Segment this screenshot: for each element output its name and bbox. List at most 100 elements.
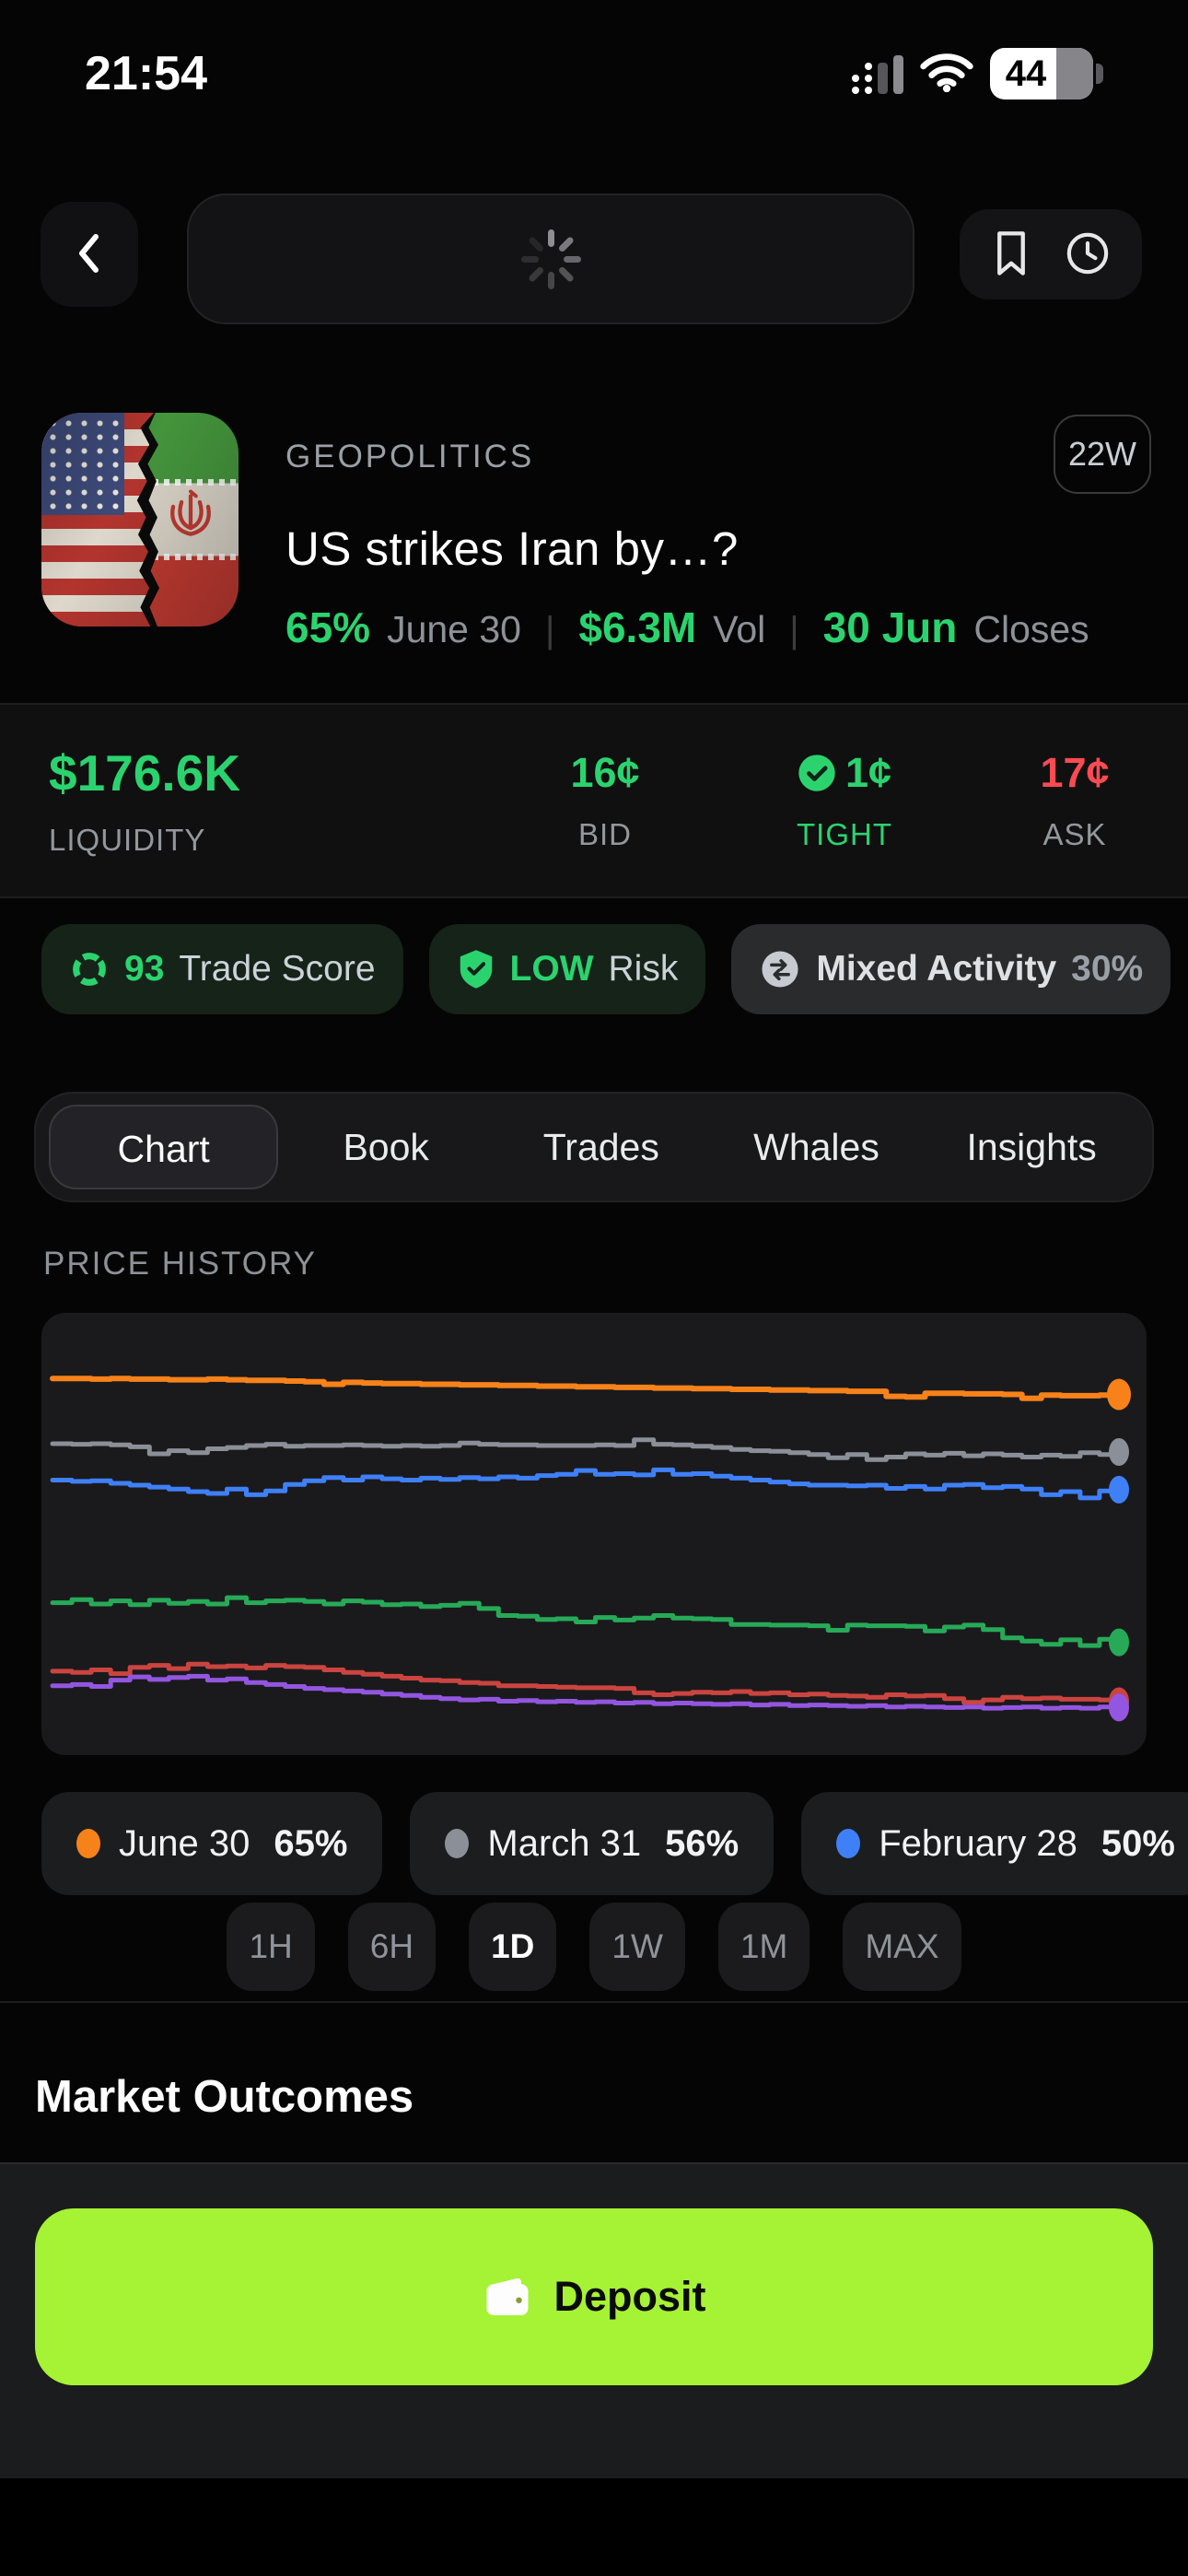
shield-check-icon xyxy=(457,948,495,990)
status-icons: 44 xyxy=(852,48,1103,100)
activity-badge[interactable]: Mixed Activity 30% xyxy=(731,924,1171,1014)
market-age-badge: 22W xyxy=(1053,415,1151,494)
status-time: 21:54 xyxy=(85,47,207,100)
legend-chip-june-30[interactable]: June 30 65% xyxy=(41,1792,383,1895)
chart-endpoint-series-purple xyxy=(1109,1693,1129,1722)
chart-endpoint-february-28 xyxy=(1109,1475,1129,1504)
chart-line-series-purple xyxy=(50,1673,1122,1711)
trade-score-value: 93 xyxy=(124,949,165,989)
wifi-icon xyxy=(920,52,973,97)
chart-line-series-green xyxy=(50,1595,1122,1648)
activity-value: Mixed Activity xyxy=(816,949,1057,989)
ask-value: 17¢ xyxy=(1040,749,1110,796)
check-circle-icon xyxy=(798,754,836,792)
bookmark-button[interactable] xyxy=(990,228,1032,282)
nav-actions xyxy=(960,209,1142,299)
battery-percent: 44 xyxy=(1005,53,1047,94)
bid-label: BID xyxy=(577,817,632,851)
legend-label: March 31 xyxy=(487,1822,642,1864)
risk-label: Risk xyxy=(608,949,679,989)
legend-label: February 28 xyxy=(879,1822,1077,1864)
chart-endpoint-june-30 xyxy=(1107,1378,1131,1411)
gauge-ring-icon xyxy=(69,949,110,989)
chart-endpoint-series-green xyxy=(1109,1628,1129,1657)
legend-chip-february-28[interactable]: February 28 50% xyxy=(801,1792,1188,1895)
liquidity-value: $176.6K xyxy=(49,744,240,802)
market-stats-line: 65% June 30 | $6.3M Vol | 30 Jun Closes xyxy=(285,603,1089,651)
history-button[interactable] xyxy=(1064,229,1112,280)
legend-value: 56% xyxy=(665,1822,740,1864)
timeframe-max[interactable]: MAX xyxy=(843,1903,961,1991)
loading-spinner xyxy=(518,227,583,291)
market-card: GEOPOLITICS 22W US strikes Iran by…? 65%… xyxy=(41,413,1151,680)
risk-value: LOW xyxy=(509,949,594,989)
section-tabs: Chart Book Trades Whales Insights xyxy=(34,1092,1154,1202)
legend-label: June 30 xyxy=(119,1822,250,1864)
market-probability-label: June 30 xyxy=(387,608,521,650)
history-clock-icon xyxy=(1064,229,1112,280)
back-chevron-icon xyxy=(69,228,110,282)
spread-value: 1¢ xyxy=(798,749,891,797)
market-probability: 65% xyxy=(285,603,371,651)
legend-dot-icon xyxy=(76,1829,100,1858)
swap-arrows-icon xyxy=(759,948,801,990)
market-closes-label: Closes xyxy=(973,608,1089,650)
market-outcomes-heading: Market Outcomes xyxy=(35,2072,414,2122)
price-history-chart[interactable] xyxy=(41,1313,1147,1755)
battery-icon: 44 xyxy=(990,48,1103,100)
iran-emblem-icon xyxy=(160,487,221,553)
timeframe-1m[interactable]: 1M xyxy=(717,1903,810,1991)
trade-score-badge[interactable]: 93 Trade Score xyxy=(41,924,403,1014)
timeframe-1d[interactable]: 1D xyxy=(469,1903,557,1991)
activity-label: 30% xyxy=(1071,949,1144,989)
spread-label: TIGHT xyxy=(797,817,892,851)
liquidity-row: $176.6K LIQUIDITY 16¢ BID 1¢ TIGHT 17¢ A… xyxy=(0,703,1188,898)
trade-score-label: Trade Score xyxy=(179,949,376,989)
search-bar[interactable] xyxy=(187,193,914,324)
deposit-button[interactable]: Deposit xyxy=(35,2208,1153,2385)
market-volume: $6.3M xyxy=(578,603,697,651)
home-area xyxy=(0,2478,1188,2576)
chart-legend: June 30 65% March 31 56% February 28 50% xyxy=(41,1792,1188,1895)
legend-dot-icon xyxy=(836,1829,861,1858)
market-closes: 30 Jun xyxy=(822,603,958,651)
wallet-icon xyxy=(482,2274,533,2320)
chart-endpoint-march-31 xyxy=(1109,1437,1129,1466)
legend-dot-icon xyxy=(445,1829,470,1858)
deposit-label: Deposit xyxy=(553,2273,706,2320)
market-volume-label: Vol xyxy=(713,608,766,650)
tab-whales[interactable]: Whales xyxy=(753,1126,879,1168)
timeframe-selector: 1H 6H 1D 1W 1M MAX xyxy=(0,1903,1188,1991)
market-thumbnail-us-iran-flags xyxy=(41,413,239,626)
back-button[interactable] xyxy=(41,202,138,307)
status-bar: 21:54 44 xyxy=(0,37,1188,111)
bookmark-icon xyxy=(990,228,1032,282)
insight-badges: 93 Trade Score LOW Risk Mixed Activity 30% xyxy=(41,924,1171,1014)
timeframe-6h[interactable]: 6H xyxy=(347,1903,437,1991)
legend-value: 50% xyxy=(1101,1822,1175,1864)
tab-book[interactable]: Book xyxy=(343,1126,429,1168)
price-history-heading: PRICE HISTORY xyxy=(43,1246,317,1282)
market-title: US strikes Iran by…? xyxy=(285,522,739,575)
legend-value: 65% xyxy=(274,1822,348,1864)
bottom-action-panel: Deposit xyxy=(0,2162,1188,2478)
ask-label: ASK xyxy=(1042,817,1107,851)
timeframe-1w[interactable]: 1W xyxy=(589,1903,685,1991)
chart-line-march-31 xyxy=(50,1437,1122,1462)
risk-badge[interactable]: LOW Risk xyxy=(428,924,706,1014)
section-divider xyxy=(0,2001,1188,2003)
chart-line-series-red xyxy=(50,1661,1122,1705)
market-info: GEOPOLITICS 22W US strikes Iran by…? 65%… xyxy=(285,413,1151,651)
tab-chart[interactable]: Chart xyxy=(49,1105,279,1189)
cellular-signal-icon xyxy=(852,53,903,94)
nav-bar xyxy=(0,189,1188,327)
market-category: GEOPOLITICS xyxy=(285,439,535,474)
bid-value: 16¢ xyxy=(570,749,640,796)
tab-trades[interactable]: Trades xyxy=(542,1126,659,1168)
tab-insights[interactable]: Insights xyxy=(966,1126,1097,1168)
chart-line-february-28 xyxy=(50,1467,1122,1501)
liquidity-label: LIQUIDITY xyxy=(49,823,206,857)
timeframe-1h[interactable]: 1H xyxy=(227,1903,315,1991)
legend-chip-march-31[interactable]: March 31 56% xyxy=(410,1792,775,1895)
